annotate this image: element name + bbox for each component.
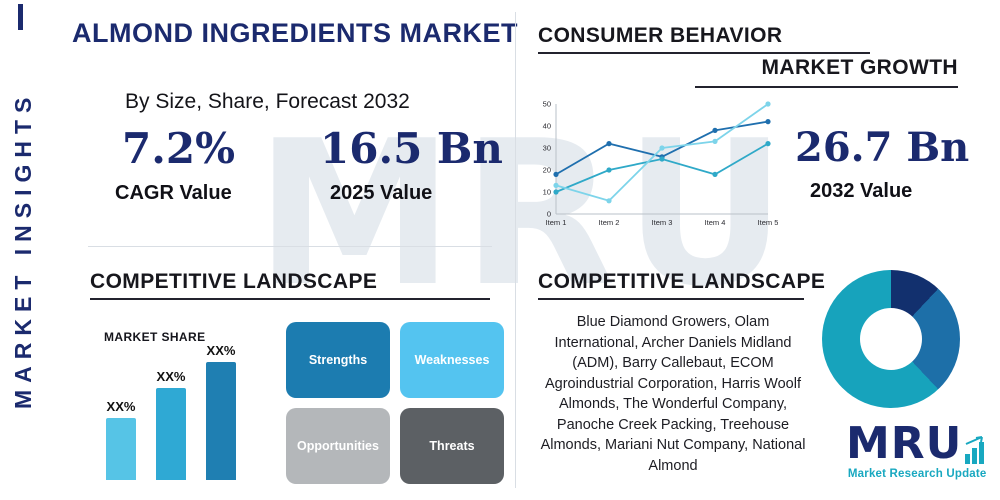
donut-hole	[860, 308, 922, 370]
bar-value-label: XX%	[106, 399, 136, 414]
market-share-donut-chart	[822, 270, 960, 408]
page-title: ALMOND INGREDIENTS MARKET	[72, 18, 518, 48]
svg-text:Item 3: Item 3	[652, 218, 673, 227]
swot-strengths: Strengths	[286, 322, 390, 398]
swot-threats: Threats	[400, 408, 504, 484]
swot-grid: Strengths Weaknesses Opportunities Threa…	[286, 322, 504, 484]
bar-column: XX%	[106, 399, 136, 480]
logo-bars-icon	[965, 436, 985, 464]
consumer-behavior-line-chart: 0 10 20 30 40 50 Item 1 Item 2 Item 3 Item 4 Item …	[543, 100, 778, 227]
companies-list: Blue Diamond Growers, Olam International…	[540, 314, 806, 475]
heading-underline	[695, 86, 958, 88]
svg-text:40: 40	[543, 122, 551, 131]
page-subtitle: By Size, Share, Forecast 2032	[125, 90, 410, 113]
cagr-label: CAGR Value	[115, 182, 232, 204]
svg-text:Item 2: Item 2	[599, 218, 620, 227]
bar	[106, 418, 136, 480]
swot-strengths-label: Strengths	[308, 353, 368, 367]
swot-opportunities: Opportunities	[286, 408, 390, 484]
bar-column: XX%	[156, 369, 186, 480]
svg-text:0: 0	[547, 210, 551, 219]
bar-value-label: XX%	[206, 343, 236, 358]
bar-value-label: XX%	[156, 369, 186, 384]
mru-logo: MRU Market Research Update	[846, 422, 988, 481]
mru-logo-text: MRU	[846, 418, 963, 469]
heading-market-growth: MARKET GROWTH	[761, 56, 958, 79]
heading-underline	[538, 52, 870, 54]
cagr-value: 7.2%	[122, 124, 235, 173]
vertical-divider	[515, 12, 516, 488]
label-2032: 2032 Value	[810, 180, 913, 202]
market-share-bar-chart: XX% XX% XX%	[106, 343, 236, 480]
svg-text:20: 20	[543, 166, 551, 175]
bar	[156, 388, 186, 480]
swot-threats-label: Threats	[429, 439, 475, 453]
vertical-side-label: MARKET INSIGHTS	[10, 90, 36, 410]
market-share-chart-title: MARKET SHARE	[104, 330, 206, 344]
mru-logo-tagline: Market Research Update	[847, 468, 987, 480]
corner-accent	[18, 4, 23, 30]
label-2025: 2025 Value	[330, 182, 433, 204]
heading-underline	[90, 298, 490, 300]
heading-competitive-landscape-left: COMPETITIVE LANDSCAPE	[90, 270, 378, 293]
bar	[206, 362, 236, 480]
svg-text:Item 1: Item 1	[546, 218, 567, 227]
svg-text:Item 4: Item 4	[705, 218, 726, 227]
svg-text:10: 10	[543, 188, 551, 197]
horizontal-divider	[88, 246, 492, 247]
svg-text:30: 30	[543, 144, 551, 153]
svg-text:Item 5: Item 5	[758, 218, 778, 227]
mru-logo-row: MRU	[846, 422, 988, 466]
swot-weaknesses: Weaknesses	[400, 322, 504, 398]
value-2032: 26.7 Bn	[795, 124, 970, 171]
value-2025: 16.5 Bn	[320, 124, 503, 173]
bar-column: XX%	[206, 343, 236, 480]
heading-competitive-landscape-right: COMPETITIVE LANDSCAPE	[538, 270, 826, 293]
svg-text:50: 50	[543, 100, 551, 109]
swot-weaknesses-label: Weaknesses	[414, 353, 490, 367]
heading-underline	[538, 298, 804, 300]
heading-consumer-behavior: CONSUMER BEHAVIOR	[538, 24, 783, 47]
swot-opportunities-label: Opportunities	[297, 439, 379, 453]
